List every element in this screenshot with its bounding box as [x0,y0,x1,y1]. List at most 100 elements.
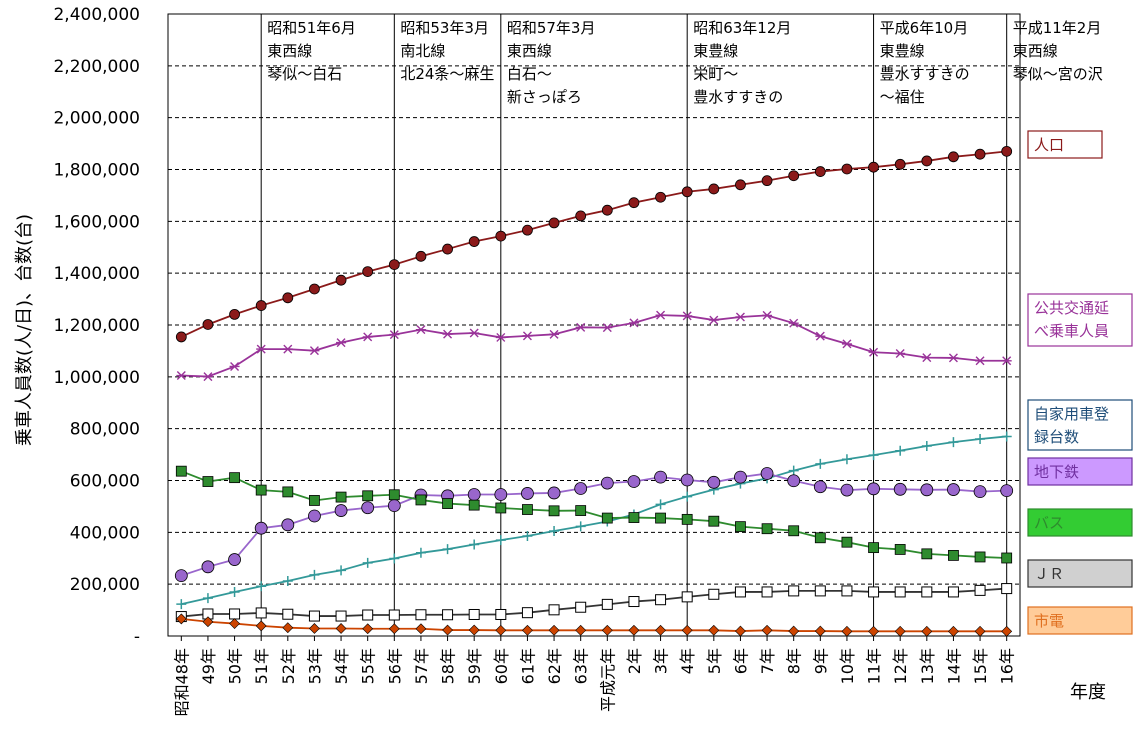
data-point [680,473,694,487]
data-point [361,501,375,515]
data-point [442,329,453,339]
annotation-text: 東豊線 [880,42,925,60]
y-tick-label: 1,200,000 [53,316,140,336]
x-tick-label: 55年 [359,648,378,684]
data-point [895,349,906,359]
data-point [575,210,587,222]
data-point [202,593,213,604]
data-point [309,569,320,580]
data-point [761,175,773,187]
data-point [813,480,827,494]
data-point [948,151,959,163]
legend-label: 市電 [1034,612,1064,630]
legend-label: ＪＲ [1034,565,1064,583]
data-point [868,450,879,461]
data-point [601,624,613,636]
data-point [894,544,906,555]
data-point [388,623,400,635]
legend-label: 地下鉄 [1034,463,1079,481]
data-point [522,224,533,236]
data-point [1001,356,1012,366]
annotation-text: 北24条～麻生 [400,65,494,83]
x-tick-label: 51年 [252,648,271,684]
data-point [387,499,401,513]
data-point [681,186,693,198]
data-point [654,470,667,484]
x-tick-label: 58年 [439,648,458,684]
data-point [282,608,294,620]
data-point [548,505,560,517]
data-point [947,483,960,496]
y-axis-title: 乗車人員数(人/日)、台数(台) [14,214,35,446]
data-point [495,230,507,242]
data-point [442,609,454,621]
legend-item: ＪＲ [1027,559,1133,588]
data-point [974,551,986,563]
data-point [973,485,987,499]
y-tick-label: 2,000,000 [53,109,140,129]
data-point [522,331,533,341]
data-point [415,250,427,262]
data-point [708,588,720,600]
x-tick-label: 7年 [758,648,777,674]
legend-item: 市電 [1027,606,1133,635]
annotation-text: 琴似～宮の沢 [1013,65,1103,83]
x-tick-label: 56年 [385,648,404,684]
data-point [841,454,852,465]
data-point [362,266,374,278]
legend-box [1027,606,1133,635]
data-point [628,318,639,328]
data-point [655,624,666,636]
data-point [575,505,587,516]
data-point [547,486,561,500]
data-point [442,498,453,509]
data-point [575,601,587,613]
data-point [1000,484,1014,498]
data-point [788,465,799,476]
data-point [735,521,746,533]
x-tick-label: 2年 [625,648,644,674]
data-point [362,609,374,621]
data-point [788,170,800,182]
data-point [495,502,507,514]
y-tick-label: 1,400,000 [53,264,140,284]
x-tick-label: 13年 [918,648,937,684]
annotation-text: 東豊線 [693,42,738,60]
data-point [894,158,906,170]
data-point [867,482,880,496]
data-point [841,625,853,637]
annotation-text: 東西線 [1013,42,1058,60]
x-tick-label: 9年 [811,648,830,674]
annotation-text: 平成11年2月 [1013,19,1102,37]
data-point [893,482,907,496]
data-point [362,623,374,635]
annotation-text: ～福住 [880,88,925,106]
y-tick-label: 2,200,000 [53,57,140,77]
data-point [921,586,933,598]
data-point [309,346,320,356]
data-point [601,512,613,524]
data-point [920,483,934,497]
data-point [335,610,347,622]
x-axis-title: 年度 [1070,682,1106,703]
legend-item: 公共交通延べ乗車人員 [1027,293,1133,347]
data-point [362,332,373,342]
data-point [761,586,773,598]
data-point [388,259,400,271]
data-point [682,311,693,321]
y-tick-label: 800,000 [70,420,140,440]
data-point [388,489,400,501]
data-point [468,608,480,620]
x-tick-label: 54年 [332,648,351,684]
data-point [760,467,774,480]
data-point [229,472,240,484]
data-point [335,274,347,286]
data-point [415,609,427,621]
data-point [415,547,426,558]
plot-frame [167,13,1021,637]
data-point [788,585,800,597]
annotation-text: 琴似～白石 [267,65,342,83]
data-point [1001,625,1013,637]
data-point [256,344,267,354]
data-point [334,504,348,517]
